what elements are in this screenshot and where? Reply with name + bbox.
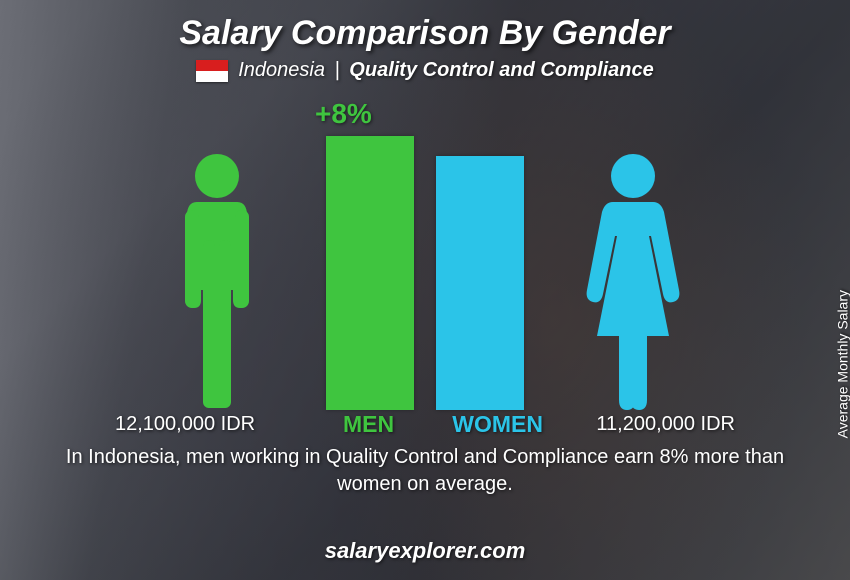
- percent-difference-label: +8%: [315, 98, 372, 130]
- chart-area: +8% 12,100,000 IDR MEN WOMEN 11,200,000 …: [75, 98, 775, 438]
- bar-group: [326, 136, 524, 410]
- axis-labels: 12,100,000 IDR MEN WOMEN 11,200,000 IDR: [75, 410, 775, 438]
- y-axis-label: Average Monthly Salary: [834, 290, 850, 438]
- men-salary-value: 12,100,000 IDR: [115, 413, 255, 436]
- women-bar: [436, 156, 524, 410]
- women-salary-value: 11,200,000 IDR: [596, 413, 735, 436]
- description-text: In Indonesia, men working in Quality Con…: [65, 444, 785, 498]
- subtitle: Indonesia | Quality Control and Complian…: [238, 59, 654, 82]
- flag-bottom-stripe: [196, 71, 228, 82]
- page-title: Salary Comparison By Gender: [179, 14, 670, 53]
- men-bar: [326, 136, 414, 410]
- men-label: MEN: [343, 411, 394, 438]
- indonesia-flag-icon: [196, 60, 228, 82]
- country-name: Indonesia: [238, 59, 325, 81]
- footer-brand: salaryexplorer.com: [325, 538, 526, 564]
- infographic-container: Salary Comparison By Gender Indonesia | …: [0, 0, 850, 580]
- subtitle-separator: |: [335, 59, 340, 81]
- job-category: Quality Control and Compliance: [349, 59, 653, 81]
- woman-icon: [583, 150, 683, 410]
- subtitle-row: Indonesia | Quality Control and Complian…: [196, 59, 654, 82]
- flag-top-stripe: [196, 60, 228, 71]
- man-icon: [167, 150, 267, 410]
- women-label: WOMEN: [452, 411, 543, 438]
